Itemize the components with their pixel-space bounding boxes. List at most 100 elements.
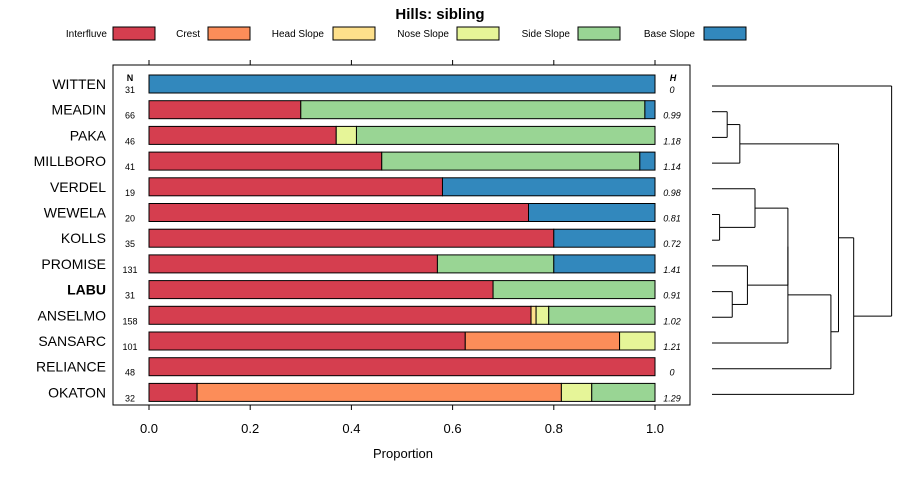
bar-segment-base-slope	[528, 203, 656, 222]
legend: Interfluve Crest Head Slope Nose Slope Side …	[66, 26, 747, 41]
row-labu: LABU 31 0.91	[67, 280, 681, 301]
h-value: 0.98	[663, 188, 681, 198]
h-value: 0.81	[663, 214, 681, 224]
h-value: 1.29	[663, 393, 681, 403]
x-axis-title: Proportion	[373, 446, 433, 461]
legend-label: Base Slope	[644, 29, 696, 40]
site-label: PAKA	[70, 127, 107, 143]
n-value: 131	[122, 265, 137, 275]
bar-segment-base-slope	[553, 228, 656, 248]
row-promise: PROMISE 131 1.41	[41, 254, 681, 275]
bar-segment-side-slope	[548, 305, 656, 325]
bar-segment-side-slope	[381, 151, 641, 171]
row-okaton: OKATON 32 1.29	[48, 382, 681, 403]
bar-segment-nose-slope	[619, 331, 656, 351]
bar-segment-nose-slope	[335, 125, 357, 145]
legend-label: Head Slope	[272, 29, 325, 40]
site-label: MEADIN	[52, 102, 106, 118]
bar-segment-side-slope	[300, 100, 646, 120]
bar-segment-nose-slope	[535, 305, 550, 325]
row-witten: WITTEN 31 0	[52, 74, 675, 95]
x-tick-label: 1.0	[646, 421, 664, 436]
legend-swatch	[577, 26, 621, 41]
legend-swatch	[207, 26, 251, 41]
bar-segment-interfluve	[148, 151, 383, 171]
site-label: VERDEL	[50, 179, 106, 195]
site-label: WITTEN	[52, 76, 106, 92]
h-value: 1.02	[663, 316, 681, 326]
n-value: 158	[122, 316, 137, 326]
n-value: 41	[125, 162, 135, 172]
n-value: 19	[125, 188, 135, 198]
bar-segment-side-slope	[355, 125, 656, 145]
h-value: 0.91	[663, 291, 681, 301]
row-reliance: RELIANCE 48 0	[36, 357, 675, 378]
chart-title: Hills: sibling	[395, 6, 484, 23]
legend-swatch	[332, 26, 376, 41]
legend-swatch	[112, 26, 156, 41]
h-value: 0	[669, 368, 674, 378]
bar-segment-interfluve	[148, 280, 494, 300]
n-value: 48	[125, 368, 135, 378]
n-column-header: N	[127, 73, 134, 83]
bar-segment-interfluve	[148, 177, 443, 197]
row-meadin: MEADIN 66 0.99	[52, 100, 681, 121]
site-label: LABU	[67, 282, 106, 298]
n-value: 31	[125, 291, 135, 301]
h-value: 0.99	[663, 111, 681, 121]
bar-segment-crest	[464, 331, 621, 351]
bar-segment-side-slope	[436, 254, 555, 274]
legend-swatch	[456, 26, 500, 41]
bar-segment-interfluve	[148, 331, 466, 351]
h-value: 1.14	[663, 162, 681, 172]
bar-segment-base-slope	[148, 74, 656, 94]
site-label: ANSELMO	[38, 307, 107, 323]
h-value: 1.21	[663, 342, 681, 352]
site-label: SANSARC	[38, 333, 106, 349]
n-value: 46	[125, 136, 135, 146]
n-value: 20	[125, 214, 135, 224]
bar-segment-base-slope	[553, 254, 656, 274]
bar-segment-crest	[196, 382, 562, 402]
bar-segment-interfluve	[148, 305, 532, 325]
n-value: 32	[125, 393, 135, 403]
n-value: 35	[125, 239, 135, 249]
x-tick-label: 0.8	[545, 421, 563, 436]
bar-segment-interfluve	[148, 357, 656, 377]
legend-label: Interfluve	[66, 29, 108, 40]
bar-segment-interfluve	[148, 382, 198, 402]
x-tick-label: 0.0	[140, 421, 158, 436]
bar-segment-interfluve	[148, 100, 302, 120]
row-wewela: WEWELA 20 0.81	[44, 203, 681, 224]
h-column-header: H	[670, 73, 677, 83]
site-label: KOLLS	[61, 230, 106, 246]
row-verdel: VERDEL 19 0.98	[50, 177, 681, 198]
h-value: 0	[669, 85, 674, 95]
bar-segment-head-slope	[530, 305, 537, 325]
bar-segment-interfluve	[148, 228, 555, 248]
legend-label: Nose Slope	[397, 29, 449, 40]
n-value: 66	[125, 111, 135, 121]
bar-segment-side-slope	[492, 280, 656, 300]
h-value: 1.41	[663, 265, 681, 275]
bar-segment-interfluve	[148, 254, 438, 274]
plot-frame	[112, 64, 691, 406]
legend-label: Crest	[176, 29, 200, 40]
h-value: 1.18	[663, 136, 681, 146]
bar-segment-nose-slope	[560, 382, 593, 402]
x-tick-label: 0.6	[444, 421, 462, 436]
bar-segment-side-slope	[591, 382, 656, 402]
site-label: MILLBORO	[34, 153, 106, 169]
site-label: PROMISE	[41, 256, 106, 272]
bar-segment-base-slope	[639, 151, 656, 171]
row-sansarc: SANSARC 101 1.21	[38, 331, 681, 352]
x-tick-label: 0.4	[342, 421, 360, 436]
bar-segment-interfluve	[148, 203, 529, 222]
n-value: 31	[125, 85, 135, 95]
row-paka: PAKA 46 1.18	[70, 125, 681, 146]
dendrogram	[712, 85, 893, 395]
site-label: OKATON	[48, 384, 106, 400]
row-anselmo: ANSELMO 158 1.02	[38, 305, 681, 326]
h-value: 0.72	[663, 239, 681, 249]
row-millboro: MILLBORO 41 1.14	[34, 151, 681, 172]
